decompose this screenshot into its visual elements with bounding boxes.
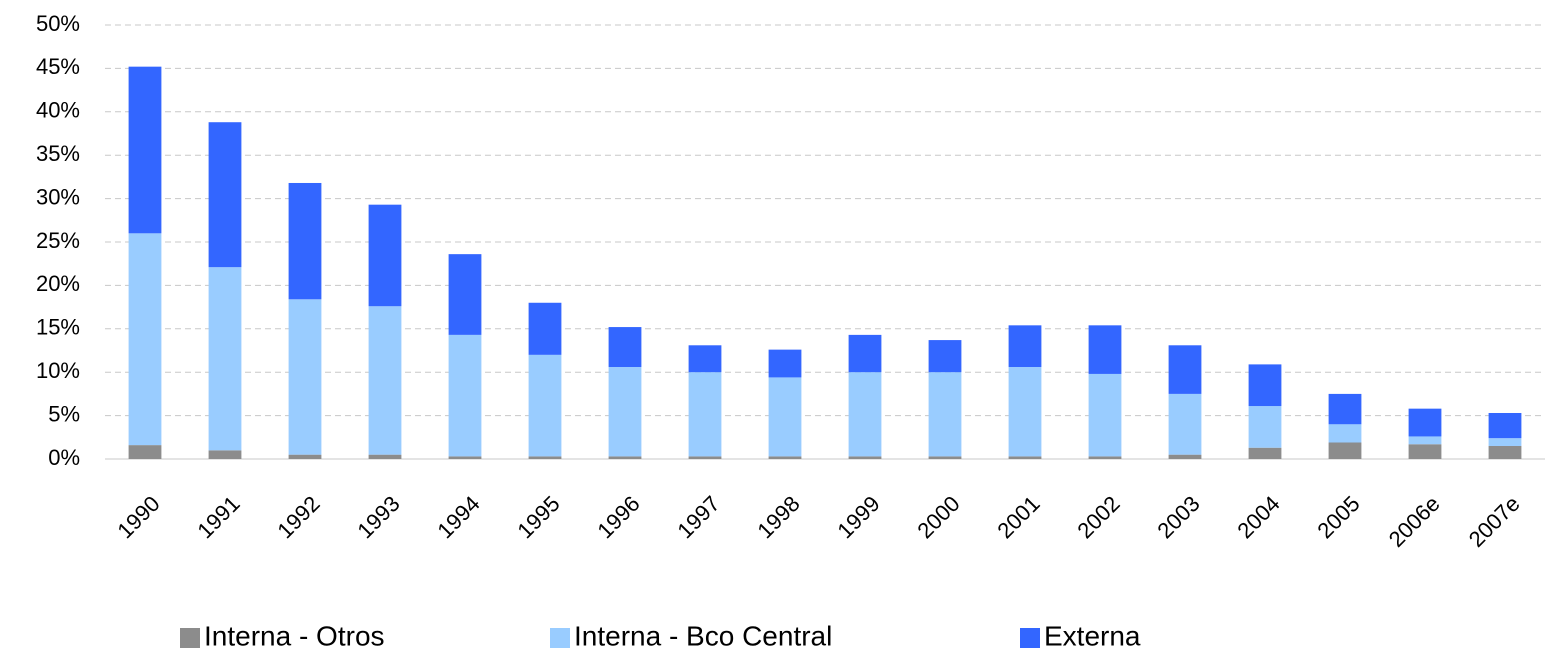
y-tick-label: 20%	[36, 271, 80, 296]
x-tick-label: 2006e	[1384, 491, 1445, 552]
bar-segment	[368, 204, 402, 307]
bar-segment	[768, 456, 802, 459]
bar-segment	[1408, 444, 1442, 459]
legend-label: Externa	[1044, 620, 1141, 651]
x-tick-label: 1991	[192, 491, 244, 543]
x-tick-label: 1999	[832, 491, 884, 543]
y-tick-label: 45%	[36, 54, 80, 79]
y-tick-label: 10%	[36, 358, 80, 383]
legend-label: Interna - Bco Central	[574, 620, 832, 651]
bar-segment	[1328, 442, 1362, 459]
bar-segment	[208, 122, 242, 268]
bar-segment	[528, 354, 562, 457]
bar-segment	[1008, 366, 1042, 457]
bar-segment	[1328, 393, 1362, 425]
x-tick-label: 2000	[912, 491, 964, 543]
bar-segment	[1168, 454, 1202, 459]
bar-segment	[1408, 436, 1442, 445]
bar-segment	[1168, 393, 1202, 455]
bar-segment	[928, 340, 962, 373]
bar-segment	[368, 454, 402, 459]
x-tick-label: 1992	[272, 491, 324, 543]
x-tick-label: 1994	[432, 491, 484, 543]
x-tick-label: 1993	[352, 491, 404, 543]
x-tick-label: 2004	[1232, 491, 1284, 543]
bar-segment	[1008, 325, 1042, 367]
bar-segment	[848, 334, 882, 373]
bar-segment	[1488, 438, 1522, 446]
y-tick-label: 40%	[36, 98, 80, 123]
bar-segment	[928, 456, 962, 459]
bar-segment	[1088, 373, 1122, 457]
y-tick-label: 5%	[48, 401, 80, 426]
bar-segment	[608, 366, 642, 457]
bar-segment	[288, 454, 322, 459]
bar-segment	[1488, 412, 1522, 439]
legend-label: Interna - Otros	[204, 620, 385, 651]
x-tick-label: 1997	[672, 491, 724, 543]
y-tick-label: 50%	[36, 11, 80, 36]
bar-segment	[1008, 456, 1042, 459]
bar-segment	[768, 349, 802, 378]
bar-segment	[528, 302, 562, 355]
bar-segment	[688, 456, 722, 459]
x-tick-label: 1990	[112, 491, 164, 543]
y-tick-label: 30%	[36, 184, 80, 209]
bar-segment	[208, 267, 242, 451]
bar-segment	[208, 450, 242, 459]
x-tick-label: 1996	[592, 491, 644, 543]
bar-segment	[448, 456, 482, 459]
bar-segment	[288, 182, 322, 300]
y-tick-label: 0%	[48, 445, 80, 470]
legend-swatch	[550, 628, 570, 648]
bar-segment	[608, 456, 642, 459]
bar-segment	[1248, 447, 1282, 459]
x-tick-label: 1998	[752, 491, 804, 543]
bar-segment	[848, 372, 882, 457]
x-tick-label: 2003	[1152, 491, 1204, 543]
x-tick-label: 2002	[1072, 491, 1124, 543]
bar-segment	[688, 345, 722, 373]
bar-segment	[1408, 408, 1442, 437]
legend-swatch	[1020, 628, 1040, 648]
bar-segment	[448, 334, 482, 457]
bar-segment	[1248, 406, 1282, 448]
y-tick-label: 35%	[36, 141, 80, 166]
bar-segment	[128, 233, 162, 446]
bar-segment	[608, 327, 642, 367]
bar-segment	[1488, 445, 1522, 459]
x-tick-label: 1995	[512, 491, 564, 543]
bar-segment	[1088, 325, 1122, 374]
bar-segment	[1088, 456, 1122, 459]
bar-segment	[1248, 364, 1282, 407]
bar-segment	[528, 456, 562, 459]
bar-segment	[928, 372, 962, 457]
bar-segment	[768, 377, 802, 457]
bar-segment	[128, 66, 162, 234]
x-tick-label: 2007e	[1464, 491, 1525, 552]
bar-segment	[288, 299, 322, 455]
x-tick-label: 2001	[992, 491, 1044, 543]
legend-swatch	[180, 628, 200, 648]
y-tick-label: 25%	[36, 228, 80, 253]
bar-segment	[1328, 424, 1362, 443]
bar-segment	[128, 445, 162, 459]
bar-segment	[368, 306, 402, 455]
bar-segment	[448, 254, 482, 335]
bar-segment	[848, 456, 882, 459]
bar-segment	[1168, 345, 1202, 394]
y-tick-label: 15%	[36, 315, 80, 340]
x-tick-label: 2005	[1312, 491, 1364, 543]
bar-segment	[688, 372, 722, 457]
